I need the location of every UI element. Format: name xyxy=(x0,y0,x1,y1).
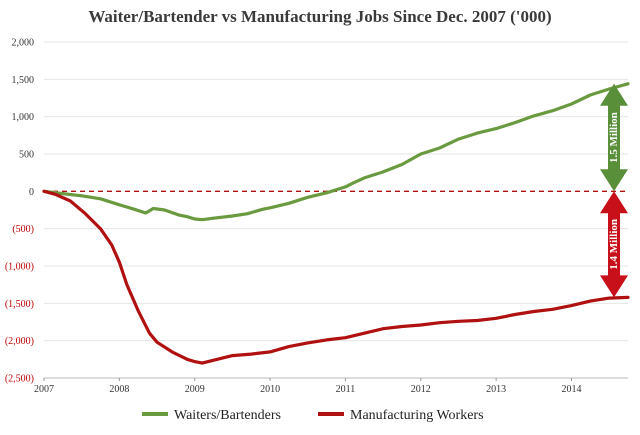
series-line-waiters xyxy=(42,82,630,222)
series-group xyxy=(42,82,630,365)
y-tick-label: 500 xyxy=(19,150,34,161)
x-axis: 2007 2008 2009 2010 2011 2012 2013 2014 xyxy=(34,378,581,395)
y-tick-label: 0 xyxy=(29,187,34,198)
legend: Waiters/Bartenders Manufacturing Workers xyxy=(142,408,484,423)
y-tick-label: (2,000) xyxy=(5,336,34,347)
x-tick-label: 2011 xyxy=(336,384,356,395)
legend-label: Manufacturing Workers xyxy=(350,408,484,423)
y-tick-label: (1,500) xyxy=(5,299,34,310)
series-line-manufacturing xyxy=(42,189,630,365)
arrow-label: 1.4 Million xyxy=(608,219,620,270)
y-axis: 2,000 1,500 1,000 500 0 (500) (1,000) (1,500) (2… xyxy=(5,38,34,385)
x-tick-label: 2013 xyxy=(486,384,506,395)
annotation-arrows: 1.5 Million 1.4 Million xyxy=(600,83,628,298)
y-tick-label: 1,000 xyxy=(12,112,35,123)
x-tick-label: 2012 xyxy=(411,384,431,395)
arrow-waiters-gain xyxy=(600,83,628,192)
y-tick-label: (2,500) xyxy=(5,374,34,385)
chart-title: Waiter/Bartender vs Manufacturing Jobs S… xyxy=(88,7,551,26)
x-tick-label: 2009 xyxy=(185,384,205,395)
grid xyxy=(44,41,628,379)
legend-label: Waiters/Bartenders xyxy=(174,408,281,423)
x-tick-label: 2008 xyxy=(109,384,129,395)
y-tick-label: (500) xyxy=(12,224,34,235)
x-tick-label: 2014 xyxy=(561,384,581,395)
y-tick-label: (1,000) xyxy=(5,262,34,273)
y-tick-label: 1,500 xyxy=(12,75,35,86)
arrow-label: 1.5 Million xyxy=(608,112,620,163)
y-tick-label: 2,000 xyxy=(12,38,35,49)
arrow-manufacturing-loss xyxy=(600,191,628,298)
x-tick-label: 2007 xyxy=(34,384,54,395)
x-tick-label: 2010 xyxy=(260,384,280,395)
